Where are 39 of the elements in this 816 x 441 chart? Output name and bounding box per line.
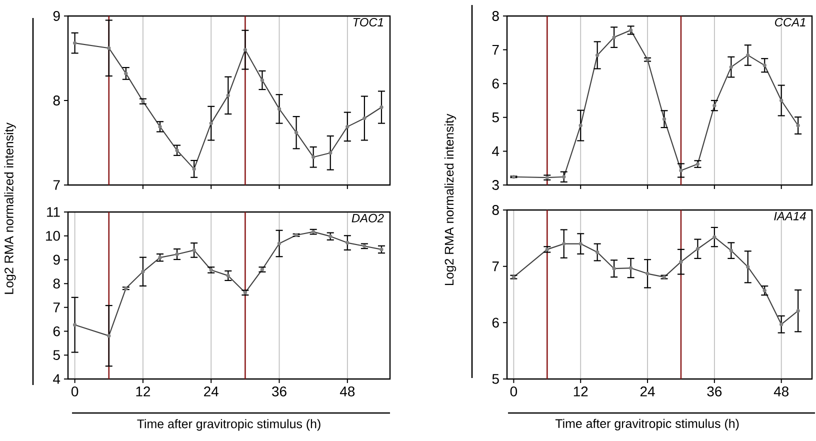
- x-tick-label: 48: [774, 386, 788, 396]
- x-tick-label: 12: [136, 386, 150, 396]
- y-tick-label: 8: [492, 11, 499, 21]
- y-tick-label: 5: [492, 112, 499, 122]
- x-tick-label: 0: [71, 386, 78, 396]
- x-tick-label: 36: [707, 386, 722, 396]
- chart-title: IAA14: [774, 212, 806, 220]
- chart-title: CCA1: [775, 18, 806, 26]
- y-tick-label: 8: [53, 278, 60, 289]
- y-tick-label: 8: [492, 205, 499, 215]
- y-tick-label: 6: [492, 78, 499, 89]
- y-tick-label: 5: [492, 374, 499, 384]
- x-tick-label: 36: [272, 386, 286, 396]
- x-tick-label: 12: [574, 386, 588, 396]
- y-tick-label: 11: [47, 207, 60, 217]
- y-tick-label: 7: [492, 45, 499, 55]
- x-tick-label: 0: [510, 386, 518, 396]
- y-tick-label: 4: [53, 374, 60, 384]
- y-tick-label: 7: [53, 180, 60, 190]
- y-tick-label: 9: [53, 11, 60, 21]
- y-tick-label: 10: [46, 230, 60, 241]
- y-tick-label: 8: [53, 96, 60, 106]
- x-tick-label: 48: [340, 386, 355, 396]
- y-tick-label: 3: [492, 180, 499, 190]
- y-tick-label: 9: [53, 254, 60, 265]
- y-axis-title: Log2 RMA normalized intensity: [4, 122, 16, 294]
- y-tick-label: 6: [53, 326, 60, 336]
- x-tick-label: 24: [204, 386, 218, 396]
- y-axis-title: Log2 RMA normalized intensity: [444, 114, 456, 286]
- y-tick-label: 5: [53, 350, 60, 360]
- chart-title: TOC1: [353, 18, 383, 26]
- y-tick-label: 7: [53, 302, 60, 312]
- y-tick-label: 4: [492, 146, 500, 156]
- x-axis-title: Time after gravitropic stimulus (h): [137, 419, 320, 431]
- chart-title: DAO2: [352, 214, 384, 222]
- x-tick-label: 24: [640, 386, 655, 396]
- y-tick-label: 6: [492, 318, 499, 328]
- x-axis-title: Time after gravitropic stimulus (h): [555, 418, 739, 430]
- y-tick-label: 7: [492, 262, 499, 272]
